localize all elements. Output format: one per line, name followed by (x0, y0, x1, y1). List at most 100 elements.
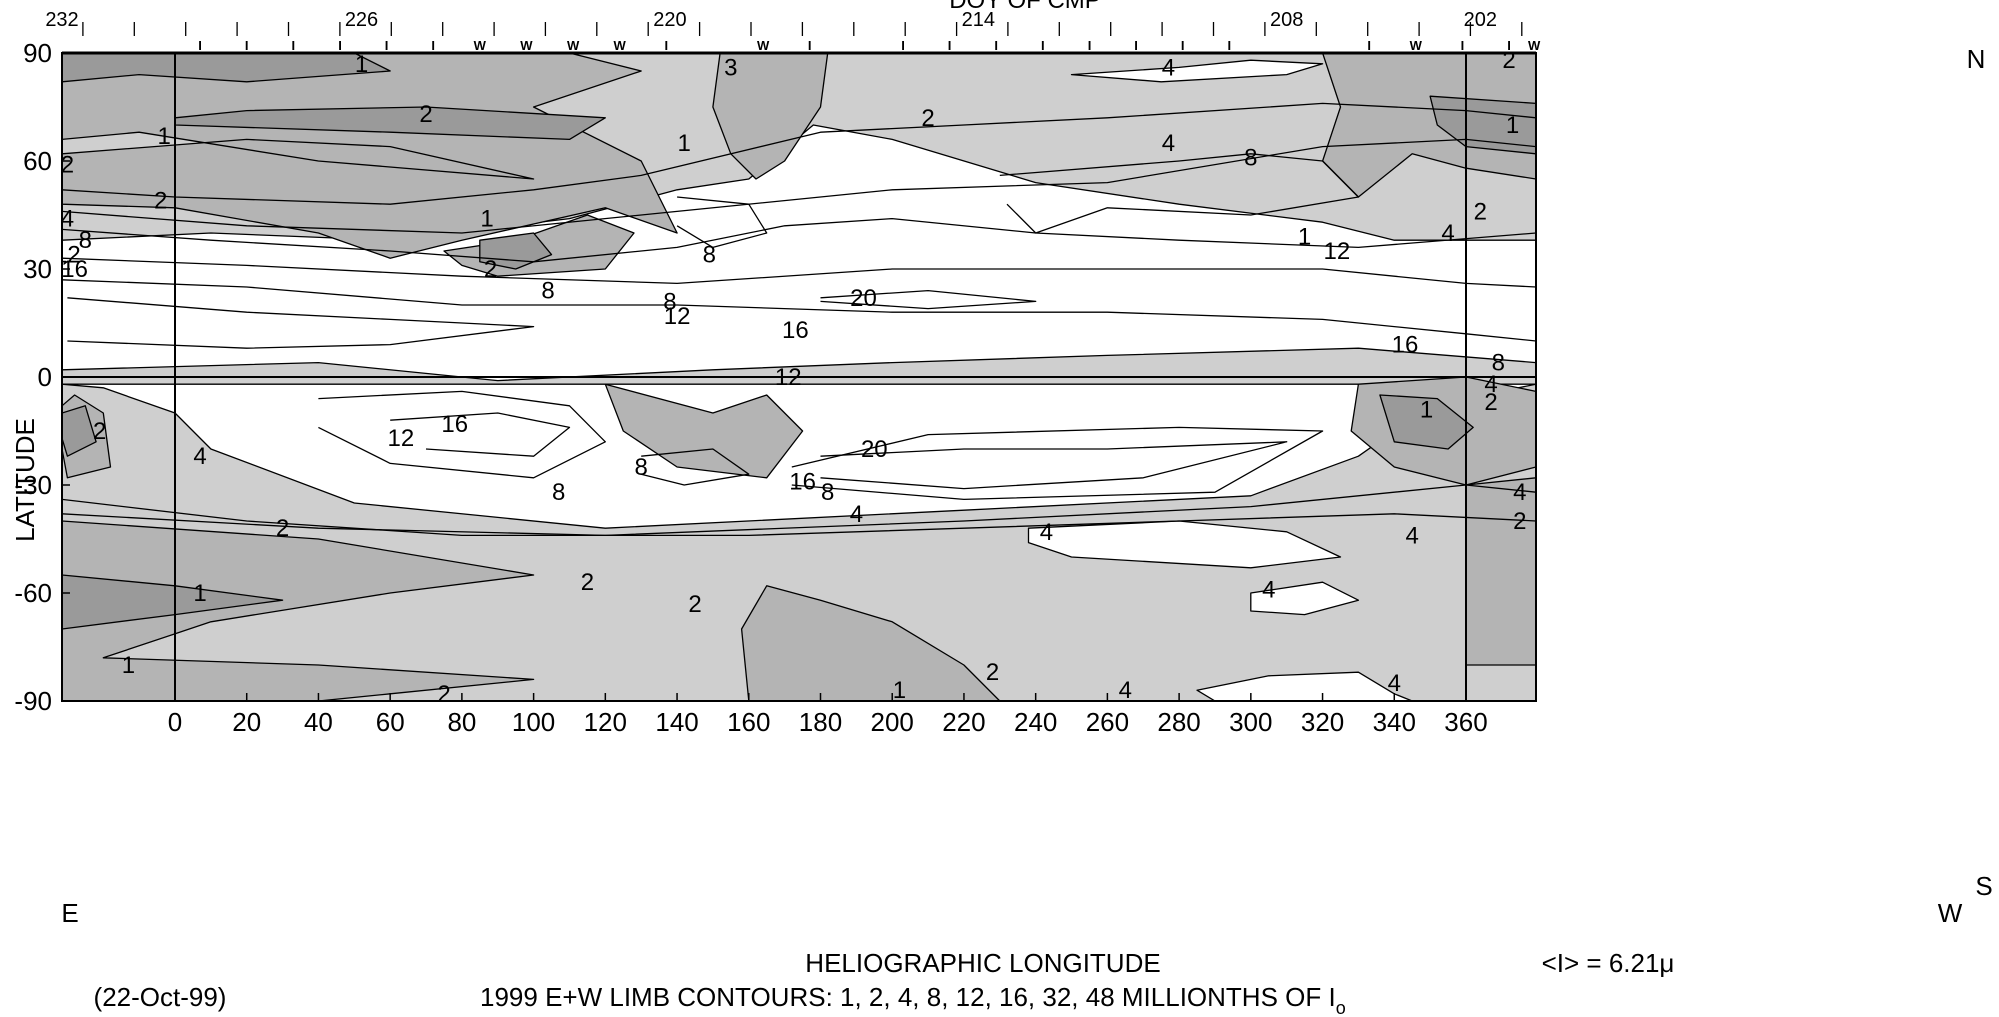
contour-label: 4 (1406, 522, 1419, 549)
y-axis-label: LATITUDE (10, 418, 40, 542)
observation-marker: W (614, 38, 627, 53)
observation-marker: I (994, 38, 998, 53)
y-axis: 90 60 30 0 -30 -60 -90 (14, 38, 70, 716)
mean-intensity-label: <I> = 6.21μ (1542, 948, 1675, 978)
observation-marker: I (901, 38, 905, 53)
top-axis-label: DOY OF CMP (949, 0, 1101, 14)
observation-marker: W (567, 38, 580, 53)
contour-label: 2 (419, 101, 432, 128)
contour-region-above-4 (1027, 520, 1342, 569)
contour-label: 2 (986, 659, 999, 686)
date-label: (22-Oct-99) (94, 982, 227, 1012)
x-tick-label: 200 (871, 707, 914, 737)
contour-line-8 (62, 217, 1536, 263)
contour-line-16 (791, 426, 1324, 501)
contour-label: 8 (703, 242, 716, 269)
contour-region-1-to-2 (604, 383, 804, 479)
x-tick-label: 60 (376, 707, 405, 737)
contour-region-below-1 (1379, 394, 1474, 450)
top-tick-label: 220 (653, 9, 686, 31)
contour-region-1-to-2 (62, 520, 535, 701)
edge-label-east: E (61, 898, 78, 928)
contour-label: 12 (1324, 238, 1351, 265)
contour-label: 4 (61, 206, 74, 233)
observation-marker: I (385, 38, 389, 53)
observation-marker: I (1181, 38, 1185, 53)
contour-label: 4 (1262, 576, 1275, 603)
contour-label: 16 (441, 411, 468, 438)
contour-label: 1 (480, 206, 493, 233)
observation-marker: I (431, 38, 435, 53)
y-tick-label: 0 (38, 362, 52, 392)
chart-title-main: 1999 E+W LIMB CONTOURS: 1, 2, 4, 8, 12, … (480, 982, 1336, 1012)
top-axis: 232 226 220 214 208 202 (45, 9, 1523, 36)
contour-label: 12 (664, 303, 691, 330)
contour-region-below-1 (174, 106, 606, 141)
y-tick-label: 90 (23, 38, 52, 68)
contour-label: 1 (193, 580, 206, 607)
observation-marker: I (1227, 38, 1231, 53)
top-tick-label: 208 (1270, 9, 1303, 31)
contour-label: 8 (79, 227, 92, 254)
contour-line-20 (820, 441, 1288, 490)
chart-title: 1999 E+W LIMB CONTOURS: 1, 2, 4, 8, 12, … (480, 982, 1346, 1017)
y-tick-label: -90 (14, 686, 52, 716)
contour-label: 1 (355, 51, 368, 78)
contour-line-2 (62, 102, 1536, 205)
contour-region-below-1 (62, 53, 391, 83)
contour-label: 4 (1441, 220, 1454, 247)
observation-marker: I (1367, 38, 1371, 53)
observation-marker: I (1041, 38, 1045, 53)
contour-line-2 (62, 498, 1536, 537)
x-tick-label: 260 (1086, 707, 1129, 737)
contour-label: 8 (1244, 144, 1257, 171)
x-tick-label: 320 (1301, 707, 1344, 737)
x-tick-label: 180 (799, 707, 842, 737)
contour-label: 20 (850, 285, 877, 312)
edge-label-north: N (1967, 44, 1986, 74)
x-tick-label: 20 (232, 707, 261, 737)
contour-label: 1 (1506, 112, 1519, 139)
contour-region-above-4 (1070, 59, 1324, 83)
contour-label: 2 (484, 256, 497, 283)
contour-region-1-to-2 (1321, 53, 1536, 198)
contour-line-4 (62, 138, 1536, 234)
contour-label: 4 (193, 443, 206, 470)
contour-label: 2 (1502, 47, 1515, 74)
contour-label: 2 (1474, 198, 1487, 225)
x-axis: 0 20 40 60 80 100 120 140 160 180 200 220 240 260 280 3… (168, 693, 1488, 737)
contour-label: 4 (1162, 130, 1175, 157)
x-tick-label: 300 (1229, 707, 1272, 737)
x-tick-label: 360 (1444, 707, 1487, 737)
contour-label: 12 (54, 242, 81, 269)
contour-label: 12 (388, 425, 415, 452)
contour-label: 1 (678, 130, 691, 157)
contour-region-1-to-2 (740, 585, 1001, 701)
observation-marker: I (1134, 38, 1138, 53)
contour-label: 8 (635, 454, 648, 481)
x-tick-label: 80 (447, 707, 476, 737)
plot-frame (61, 51, 1537, 702)
contour-label: 16 (782, 317, 809, 344)
contour-label: 8 (1492, 350, 1505, 377)
edge-label-west: W (1938, 898, 1963, 928)
x-tick-label: 40 (304, 707, 333, 737)
x-tick-label: 280 (1157, 707, 1200, 737)
observation-marker: I (198, 38, 202, 53)
observation-marker: I (948, 38, 952, 53)
contour-region-1-to-2 (712, 53, 829, 180)
x-tick-label: 220 (942, 707, 985, 737)
contour-line-16 (62, 279, 1536, 342)
contour-label: 3 (724, 54, 737, 81)
x-tick-label: 140 (655, 707, 698, 737)
contour-line-12 (67, 297, 535, 349)
contour-label: 2 (688, 591, 701, 618)
x-tick-label: 340 (1373, 707, 1416, 737)
contour-label: 4 (1388, 670, 1401, 697)
contour-label: 8 (821, 479, 834, 506)
contour-line-20 (820, 289, 1037, 310)
contour-region-below-1 (62, 574, 284, 630)
y-tick-label: -60 (14, 578, 52, 608)
